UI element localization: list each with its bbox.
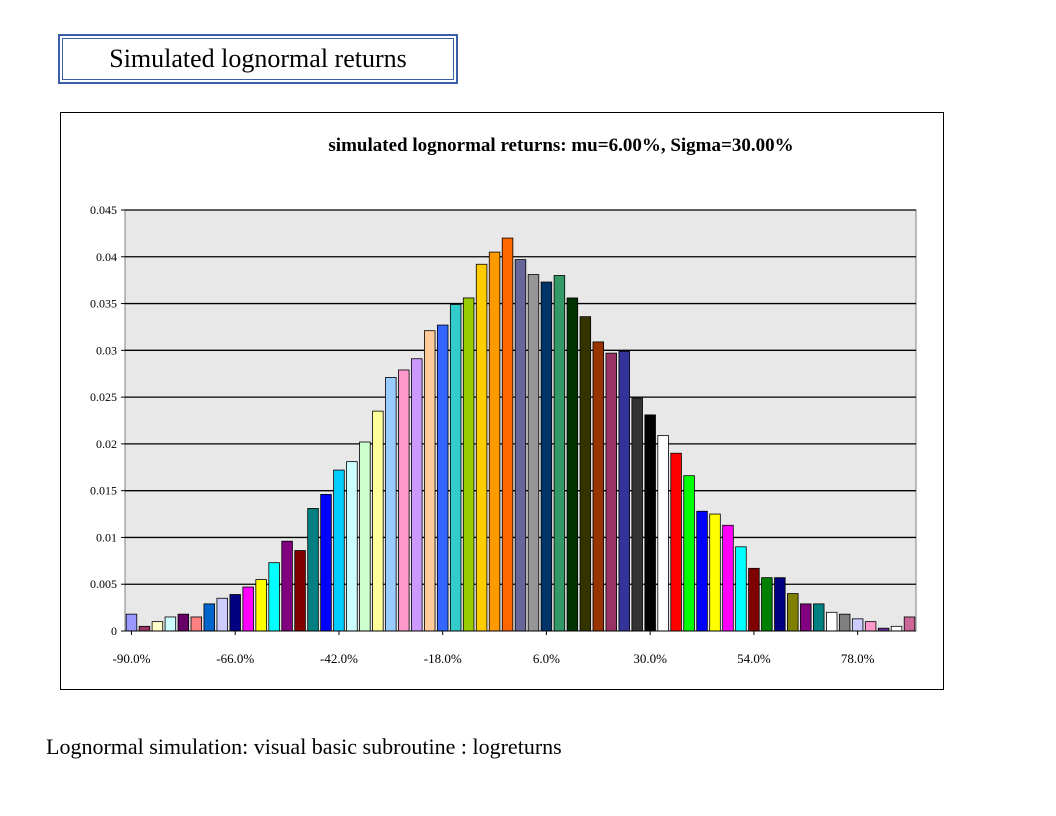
x-tick-label: -90.0% [113,651,151,666]
caption: Lognormal simulation: visual basic subro… [46,734,562,759]
bar [268,562,280,632]
bar [644,414,656,632]
bar [735,546,747,632]
bar [709,513,721,632]
bar [449,304,462,632]
bar [125,613,138,632]
y-tick-label: 0.035 [90,297,117,311]
bar [592,341,605,632]
bar [359,441,371,632]
bar [566,297,579,632]
bar [138,625,151,632]
y-tick-label: 0 [111,624,117,638]
bar [605,352,617,632]
bar [813,603,825,632]
bar [229,594,241,632]
bar [462,297,475,632]
bar [281,540,293,632]
bar [670,452,682,632]
bar [579,316,592,632]
bars [125,237,916,632]
bar [320,494,332,632]
y-tick-label: 0.025 [90,390,117,404]
bar [488,251,501,632]
bar [864,621,877,632]
y-tick-label: 0.045 [90,203,117,217]
bar [903,616,916,632]
bar [255,579,267,632]
y-tick-label: 0.02 [96,437,117,451]
bar [372,410,384,632]
x-tick-label: 30.0% [633,651,667,666]
bar [411,358,423,632]
y-tick-label: 0.01 [96,530,117,544]
chart-title: simulated lognormal returns: mu=6.00%, S… [328,135,793,156]
bar [683,475,695,632]
chart-frame: simulated lognormal returns: mu=6.00%, S… [60,112,944,690]
bar [190,616,203,632]
x-tick-label: 54.0% [737,651,771,666]
bar [527,274,540,632]
bar [177,613,190,632]
histogram-chart: simulated lognormal returns: mu=6.00%, S… [90,135,917,666]
bar [851,618,864,632]
bar [151,621,164,632]
x-tick-label: -18.0% [424,651,462,666]
bar [242,586,254,632]
bar [514,259,527,632]
bar [890,625,903,632]
bar [800,603,812,632]
bar [346,461,358,632]
bar [631,397,643,632]
bar [540,281,553,632]
bar [657,435,669,632]
slide-title: Simulated lognormal returns [62,38,454,80]
bar [838,613,851,632]
y-tick-label: 0.04 [96,250,117,264]
bar [307,508,319,632]
bar [164,616,177,632]
x-tick-label: 6.0% [533,651,560,666]
bar [385,377,397,632]
x-tick-label: 78.0% [841,651,875,666]
bar [475,263,488,632]
bar [216,597,228,632]
bar [294,550,306,632]
bar [826,611,838,632]
bar [787,593,799,632]
y-tick-label: 0.015 [90,484,117,498]
bar [618,350,630,632]
y-tick-label: 0.03 [96,343,117,357]
bar [761,577,773,632]
bar [333,469,345,632]
x-tick-label: -42.0% [320,651,358,666]
bar [398,369,410,632]
bar [436,324,449,632]
y-axis: 0 0.005 0.01 0.015 0.02 0.025 0.03 0.035 0.04 0.0… [90,203,125,638]
x-axis: -90.0% -66.0% -42.0% -18.0% 6.0% 30.0% 54.0% 78… [113,630,916,666]
bar [722,524,734,632]
bar [553,275,566,632]
bar [748,567,760,632]
bar [774,577,786,632]
slide-title-box: Simulated lognormal returns [58,34,458,84]
bar [424,330,436,632]
x-tick-label: -66.0% [216,651,254,666]
bar [501,237,514,632]
bar [203,603,216,632]
y-tick-label: 0.005 [90,577,117,591]
bar [696,510,708,632]
